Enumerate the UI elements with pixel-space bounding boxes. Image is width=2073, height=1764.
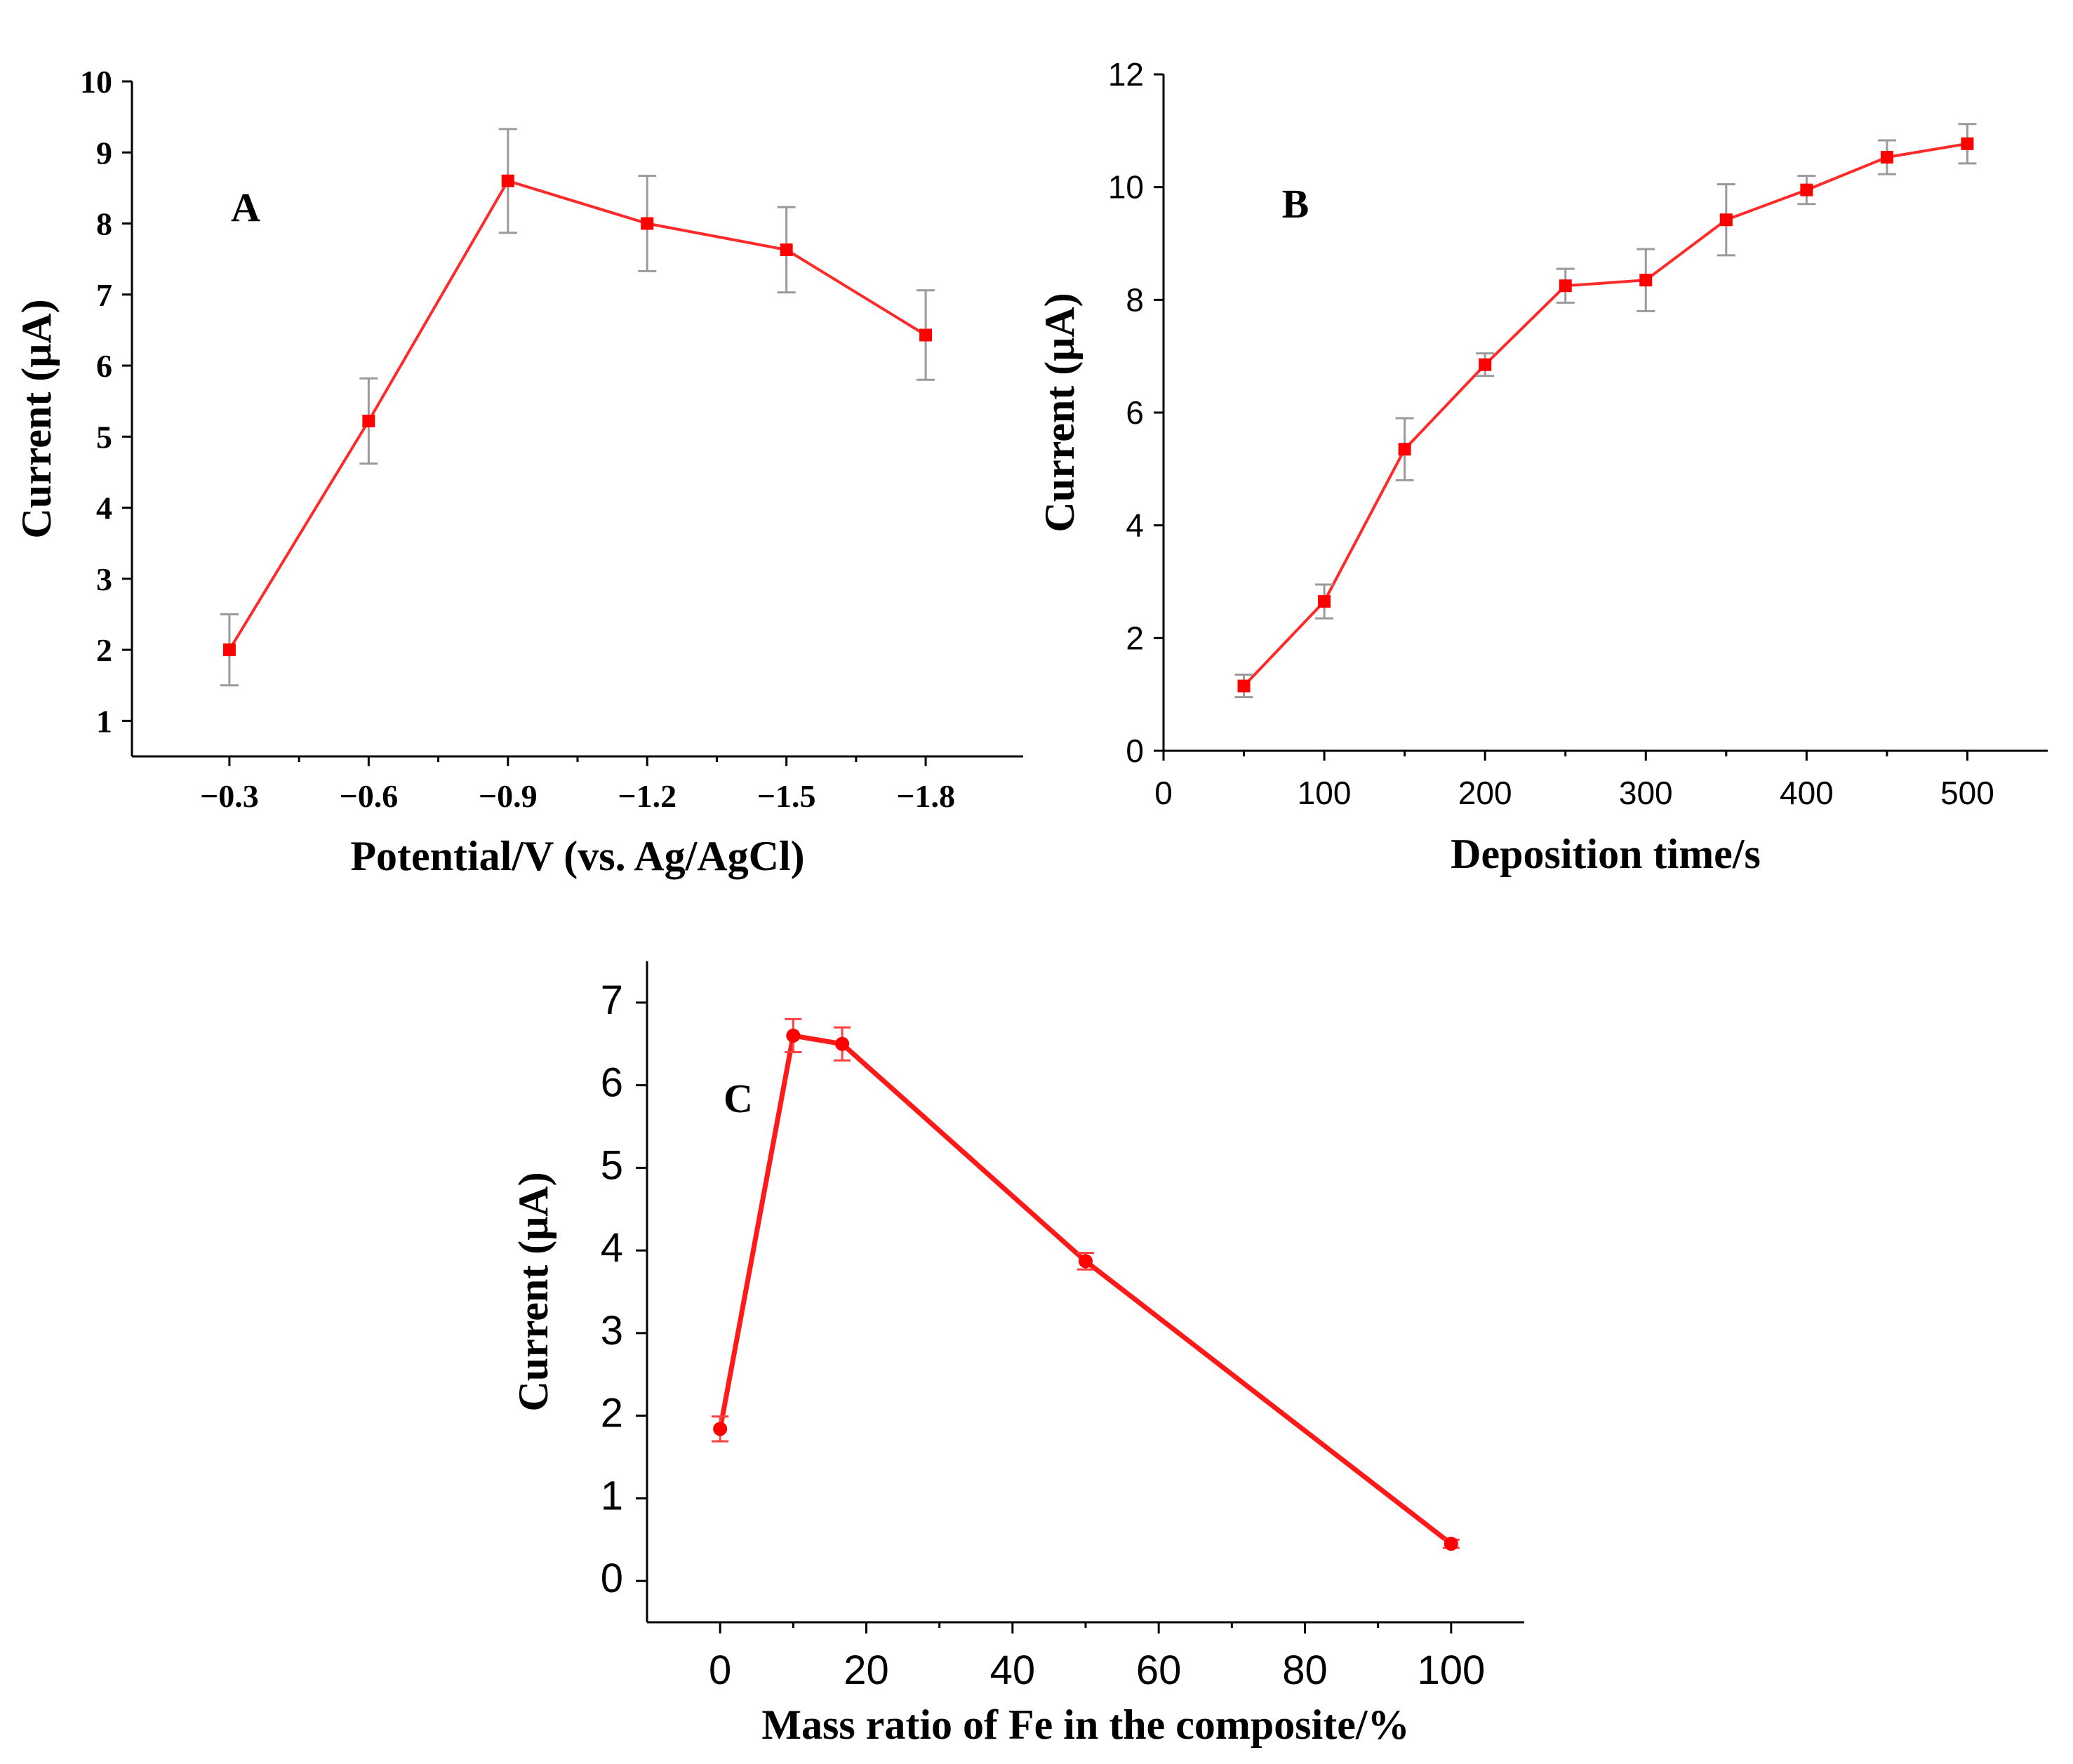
x-tick-label: −0.6 bbox=[339, 778, 398, 814]
panel-b-chart: 0 2 4 6 8 10 12 0 100 200 300 400 500 Deposition time… bbox=[1036, 56, 2048, 877]
y-axis-title: Current (μA) bbox=[510, 1172, 556, 1411]
data-point bbox=[1880, 151, 1893, 164]
data-point bbox=[1444, 1537, 1458, 1551]
data-point bbox=[1719, 213, 1733, 227]
y-tick-label: 7 bbox=[96, 277, 112, 313]
x-tick-label: −1.5 bbox=[757, 778, 816, 814]
x-axis-title: Potential/V (vs. Ag/AgCl) bbox=[350, 833, 804, 879]
y-axis-title: Current (μA) bbox=[13, 299, 60, 538]
y-tick-label: 4 bbox=[601, 1225, 623, 1271]
x-tick-label: 40 bbox=[990, 1648, 1036, 1693]
x-tick-label: −1.8 bbox=[896, 778, 955, 814]
data-point bbox=[1800, 183, 1813, 196]
x-tick-label: −0.3 bbox=[200, 778, 259, 814]
y-tick-label: 3 bbox=[96, 561, 112, 597]
data-point bbox=[780, 243, 793, 256]
y-tick-label: 0 bbox=[601, 1556, 623, 1601]
y-axis-title: Current (μA) bbox=[1036, 293, 1083, 532]
y-tick-label: 7 bbox=[601, 977, 623, 1023]
x-tick-label: 0 bbox=[1154, 775, 1173, 811]
panel-label: A bbox=[231, 185, 260, 230]
y-tick-label: 5 bbox=[96, 419, 112, 455]
y-tick-label: 4 bbox=[96, 490, 112, 526]
x-tick-label: 500 bbox=[1940, 775, 1994, 811]
x-tick-label: 80 bbox=[1282, 1648, 1328, 1693]
data-point bbox=[641, 217, 654, 230]
data-point bbox=[1398, 443, 1411, 456]
data-point bbox=[835, 1036, 850, 1051]
data-point bbox=[1479, 358, 1492, 371]
y-tick-label: 5 bbox=[601, 1142, 623, 1188]
y-tick-label: 8 bbox=[1126, 281, 1144, 318]
y-tick-label: 3 bbox=[601, 1308, 623, 1354]
panel-a-chart: 1 2 3 4 5 6 7 8 9 10 −0.3 −0.6 −0.9 −1.2 −1.5 −1.8 Poten… bbox=[13, 64, 1023, 879]
y-tick-label: 2 bbox=[601, 1391, 623, 1436]
data-point bbox=[786, 1028, 801, 1043]
data-point bbox=[222, 643, 236, 657]
y-tick-label: 2 bbox=[96, 632, 112, 668]
data-point bbox=[1961, 137, 1974, 150]
x-tick-label: 200 bbox=[1458, 775, 1512, 811]
y-tick-label: 10 bbox=[1108, 169, 1144, 206]
x-tick-label: 100 bbox=[1298, 775, 1352, 811]
x-tick-label: 20 bbox=[844, 1648, 889, 1693]
y-tick-label: 1 bbox=[96, 703, 112, 739]
data-point bbox=[362, 415, 375, 428]
data-point bbox=[1318, 595, 1331, 608]
y-tick-label: 0 bbox=[1126, 733, 1144, 769]
data-point bbox=[1639, 274, 1653, 287]
y-tick-label: 12 bbox=[1108, 56, 1144, 93]
data-point bbox=[1079, 1254, 1093, 1269]
x-tick-label: −0.9 bbox=[479, 778, 538, 814]
y-tick-label: 9 bbox=[96, 135, 112, 171]
y-tick-label: 1 bbox=[601, 1473, 623, 1518]
y-tick-label: 10 bbox=[80, 64, 112, 100]
x-tick-label: 0 bbox=[709, 1648, 731, 1693]
x-axis-title: Deposition time/s bbox=[1451, 831, 1761, 877]
x-tick-label: 60 bbox=[1136, 1648, 1182, 1693]
x-tick-label: −1.2 bbox=[618, 778, 676, 814]
panel-label: B bbox=[1282, 181, 1309, 227]
y-tick-label: 6 bbox=[96, 348, 112, 384]
series-line bbox=[1243, 142, 1968, 687]
x-tick-label: 400 bbox=[1780, 775, 1834, 811]
data-point bbox=[1237, 679, 1251, 693]
data-point bbox=[501, 174, 514, 187]
panel-label: C bbox=[724, 1076, 753, 1121]
x-tick-label: 300 bbox=[1619, 775, 1673, 811]
series-line bbox=[717, 1032, 1453, 1546]
y-tick-label: 6 bbox=[601, 1060, 623, 1106]
y-tick-label: 2 bbox=[1126, 620, 1144, 656]
data-point bbox=[713, 1422, 728, 1436]
y-tick-label: 4 bbox=[1126, 507, 1144, 544]
data-point bbox=[919, 328, 933, 342]
x-tick-label: 100 bbox=[1417, 1648, 1485, 1693]
x-axis-title: Mass ratio of Fe in the composite/% bbox=[761, 1702, 1409, 1748]
data-point bbox=[1559, 279, 1572, 293]
y-tick-label: 8 bbox=[96, 206, 112, 242]
series-line bbox=[228, 179, 927, 651]
y-tick-label: 6 bbox=[1126, 394, 1144, 431]
